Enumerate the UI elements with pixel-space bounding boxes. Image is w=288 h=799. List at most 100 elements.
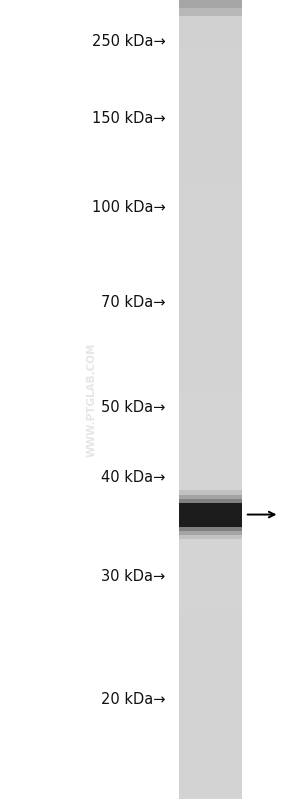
Bar: [179, 511, 242, 514]
Bar: [179, 62, 242, 64]
Bar: [179, 72, 242, 74]
Bar: [179, 285, 242, 288]
Bar: [179, 729, 242, 733]
Bar: [179, 445, 242, 447]
Bar: [179, 96, 242, 98]
Bar: [179, 242, 242, 245]
Bar: [179, 298, 242, 301]
Bar: [179, 735, 242, 737]
Bar: [179, 106, 242, 109]
Bar: [179, 56, 242, 58]
Bar: [179, 2, 242, 6]
Bar: [179, 381, 242, 384]
Bar: [179, 360, 242, 362]
Bar: [179, 538, 242, 541]
Bar: [179, 517, 242, 519]
Bar: [179, 189, 242, 192]
Bar: [179, 522, 242, 525]
Bar: [179, 320, 242, 322]
Bar: [179, 599, 242, 602]
Bar: [179, 266, 242, 269]
Bar: [179, 410, 242, 413]
Bar: [179, 402, 242, 405]
Bar: [179, 458, 242, 461]
Bar: [179, 141, 242, 144]
Bar: [179, 549, 242, 551]
Bar: [179, 474, 242, 477]
Bar: [179, 78, 242, 80]
Bar: [179, 304, 242, 306]
Bar: [179, 506, 242, 509]
Bar: [179, 789, 242, 791]
Text: 250 kDa→: 250 kDa→: [92, 34, 166, 49]
Bar: [179, 482, 242, 485]
Bar: [179, 8, 242, 10]
Bar: [179, 437, 242, 439]
Bar: [179, 605, 242, 607]
Bar: [179, 658, 242, 661]
Bar: [179, 101, 242, 104]
Bar: [179, 455, 242, 458]
Bar: [179, 650, 242, 653]
Bar: [179, 695, 242, 698]
Bar: [179, 591, 242, 594]
Bar: [179, 671, 242, 674]
Bar: [179, 463, 242, 466]
Bar: [179, 186, 242, 189]
Bar: [179, 527, 242, 530]
Bar: [179, 775, 242, 777]
Bar: [179, 200, 242, 202]
Bar: [179, 392, 242, 394]
Bar: [179, 503, 242, 506]
Bar: [179, 546, 242, 549]
Bar: [179, 741, 242, 743]
Bar: [179, 469, 242, 471]
Bar: [179, 413, 242, 415]
Bar: [179, 157, 242, 160]
Bar: [179, 562, 242, 565]
Bar: [179, 749, 242, 751]
Bar: [179, 50, 242, 54]
Bar: [179, 261, 242, 264]
Bar: [179, 296, 242, 298]
Bar: [179, 509, 242, 511]
Bar: [179, 621, 242, 623]
Bar: [179, 22, 242, 24]
Bar: [179, 338, 242, 341]
Bar: [179, 554, 242, 557]
Bar: [179, 272, 242, 274]
Bar: [179, 407, 242, 410]
Bar: [179, 144, 242, 146]
Bar: [179, 575, 242, 578]
Bar: [179, 586, 242, 589]
Bar: [179, 146, 242, 149]
Bar: [179, 293, 242, 296]
Bar: [179, 565, 242, 567]
Bar: [179, 661, 242, 663]
Bar: [179, 429, 242, 431]
Bar: [179, 18, 242, 22]
Text: WWW.PTGLAB.COM: WWW.PTGLAB.COM: [87, 342, 97, 457]
Bar: [179, 535, 242, 538]
Bar: [179, 136, 242, 138]
Bar: [179, 761, 242, 765]
Bar: [179, 178, 242, 181]
Bar: [179, 501, 242, 503]
Bar: [179, 184, 242, 186]
Bar: [179, 615, 242, 618]
Bar: [179, 352, 242, 354]
Bar: [179, 527, 242, 539]
Bar: [179, 405, 242, 407]
Bar: [179, 26, 242, 30]
Bar: [179, 109, 242, 112]
Bar: [179, 42, 242, 46]
Bar: [179, 160, 242, 162]
Bar: [179, 138, 242, 141]
Bar: [179, 663, 242, 666]
Bar: [179, 719, 242, 721]
Bar: [179, 216, 242, 218]
Bar: [179, 309, 242, 312]
Bar: [179, 573, 242, 575]
Bar: [179, 125, 242, 128]
Bar: [179, 490, 242, 503]
